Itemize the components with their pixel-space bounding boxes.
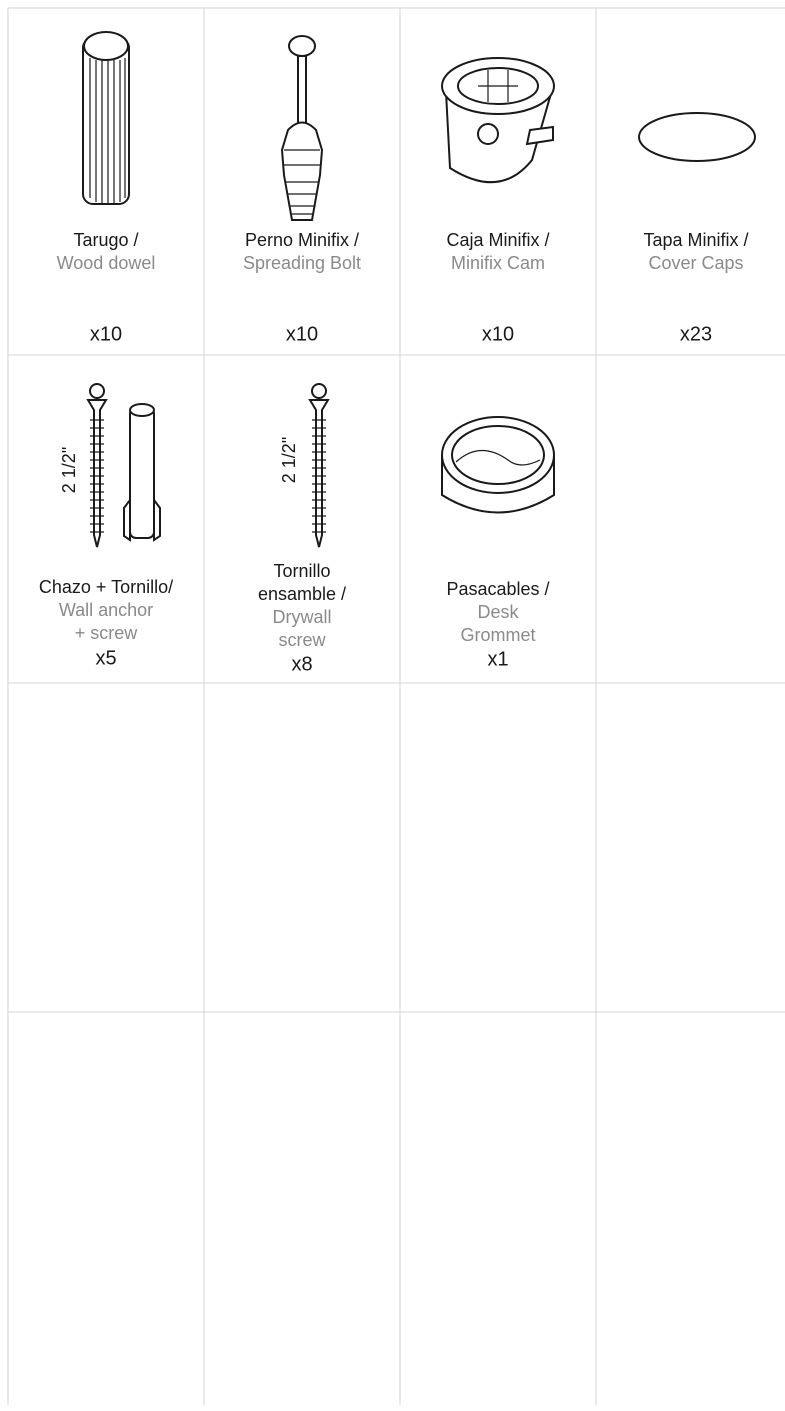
grid <box>7 7 785 1405</box>
part-quantity: x10 <box>286 323 318 345</box>
part-quantity: x10 <box>90 323 122 345</box>
part-name: Tarugo / <box>73 230 138 250</box>
part-quantity: x8 <box>291 653 312 675</box>
size-label: 2 1/2" <box>59 447 79 493</box>
cam-icon <box>441 57 555 184</box>
cap-icon <box>638 112 756 162</box>
labels: Tarugo / Wood dowel x10 Perno Minifix / Spre… <box>39 230 749 676</box>
part-name: ensamble / <box>258 584 346 604</box>
part-translation: + screw <box>75 623 139 643</box>
part-translation: Grommet <box>460 625 535 645</box>
anchor-screw-icon <box>86 383 161 548</box>
grommet-icon <box>441 416 555 514</box>
part-name: Chazo + Tornillo/ <box>39 577 173 597</box>
part-name: Tornillo <box>273 561 330 581</box>
part-name: Pasacables / <box>446 579 549 599</box>
part-name: Caja Minifix / <box>446 230 549 250</box>
bolt-icon <box>280 35 324 221</box>
part-quantity: x10 <box>482 323 514 345</box>
part-quantity: x5 <box>95 647 116 669</box>
part-quantity: x23 <box>680 323 712 345</box>
part-translation: screw <box>278 630 326 650</box>
screw-icon <box>308 383 330 548</box>
part-translation: Cover Caps <box>648 253 743 273</box>
part-name: Perno Minifix / <box>245 230 359 250</box>
part-translation: Wood dowel <box>57 253 156 273</box>
dowel-icon <box>82 31 130 205</box>
part-translation: Desk <box>477 602 519 622</box>
part-translation: Spreading Bolt <box>243 253 361 273</box>
part-translation: Drywall <box>272 607 331 627</box>
part-translation: Minifix Cam <box>451 253 545 273</box>
size-label: 2 1/2" <box>279 437 299 483</box>
part-translation: Wall anchor <box>59 600 153 620</box>
part-name: Tapa Minifix / <box>643 230 748 250</box>
part-quantity: x1 <box>487 648 508 670</box>
